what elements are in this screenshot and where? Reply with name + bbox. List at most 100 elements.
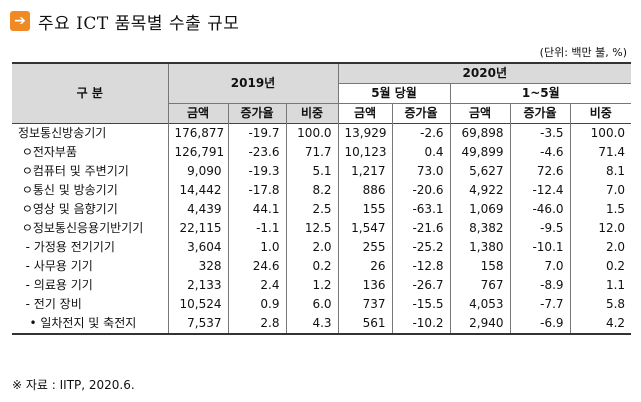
cell-value: 767: [449, 276, 511, 295]
row-label: - 가정용 전기기기: [18, 240, 115, 254]
cell-value: 69,898: [449, 123, 511, 143]
cell-value: -10.2: [391, 314, 451, 335]
cell-value: -2.6: [391, 123, 451, 143]
cell-value: 737: [337, 295, 393, 314]
cell-value: 5.1: [285, 162, 339, 181]
cell-value: -17.8: [227, 181, 286, 200]
cell-value: 9,090: [167, 162, 228, 181]
cell-value: -12.4: [509, 181, 571, 200]
cell-value: 10,524: [167, 295, 228, 314]
cell-value: 5,627: [449, 162, 511, 181]
cell-value: 1.0: [227, 238, 286, 257]
cell-value: 24.6: [227, 257, 286, 276]
cell-value: 1,380: [449, 238, 511, 257]
cell-value: 100.0: [569, 123, 632, 143]
cell-value: 1,069: [449, 200, 511, 219]
header-jan-may: 1~5월: [449, 83, 632, 104]
cell-value: 155: [337, 200, 393, 219]
table-row: ㅇ통신 및 방송기기 14,442 -17.8 8.2 886 -20.6 4,922 -12…: [12, 181, 632, 200]
cell-value: 2.8: [227, 314, 286, 335]
col-amount: 금액: [337, 103, 393, 124]
cell-value: 7,537: [167, 314, 228, 335]
export-table: 구 분 2019년 2020년 5월 당월 1~5월 금액 증가율 비중 금액 …: [12, 62, 632, 335]
col-growth: 증가율: [227, 103, 286, 124]
page-title: 주요 ICT 품목별 수출 규모: [38, 13, 240, 34]
cell-value: -46.0: [509, 200, 571, 219]
col-amount: 금액: [449, 103, 511, 124]
cell-value: 71.4: [569, 143, 632, 162]
cell-value: 8,382: [449, 219, 511, 238]
cell-value: -12.8: [391, 257, 451, 276]
cell-value: 3,604: [167, 238, 228, 257]
cell-value: 6.0: [285, 295, 339, 314]
cell-value: 0.9: [227, 295, 286, 314]
cell-value: 2.5: [285, 200, 339, 219]
cell-value: 561: [337, 314, 393, 335]
cell-value: 4.3: [285, 314, 339, 335]
cell-value: 255: [337, 238, 393, 257]
cell-value: 73.0: [391, 162, 451, 181]
cell-value: 72.6: [509, 162, 571, 181]
cell-value: 126,791: [167, 143, 228, 162]
table-row: - 가정용 전기기기 3,604 1.0 2.0 255 -25.2 1,380 -10.1 2…: [12, 238, 632, 257]
cell-value: -63.1: [391, 200, 451, 219]
cell-value: 8.2: [285, 181, 339, 200]
source-note: ※ 자료 : IITP, 2020.6.: [12, 378, 135, 392]
table-body: 정보통신방송기기 176,877 -19.7 100.0 13,929 -2.6 69,89…: [12, 123, 632, 335]
col-share: 비중: [569, 103, 632, 124]
title-bar: ➔ 주요 ICT 품목별 수출 규모: [10, 8, 239, 34]
row-label: - 전기 장비: [18, 297, 82, 311]
cell-value: 158: [449, 257, 511, 276]
cell-value: -3.5: [509, 123, 571, 143]
cell-value: 7.0: [569, 181, 632, 200]
cell-value: -19.7: [227, 123, 286, 143]
col-growth: 증가율: [391, 103, 451, 124]
cell-value: -19.3: [227, 162, 286, 181]
unit-note: (단위: 백만 불, %): [539, 46, 627, 59]
cell-value: 12.5: [285, 219, 339, 238]
table-row: - 사무용 기기 328 24.6 0.2 26 -12.8 158 7.0 0.2: [12, 257, 632, 276]
row-label: • 일차전지 및 축전지: [12, 314, 168, 335]
header-may: 5월 당월: [337, 83, 451, 104]
cell-value: 14,442: [167, 181, 228, 200]
cell-value: 0.2: [569, 257, 632, 276]
cell-value: 4.2: [569, 314, 632, 335]
table-row: ㅇ영상 및 음향기기 4,439 44.1 2.5 155 -63.1 1,069 -46.0…: [12, 200, 632, 219]
cell-value: 1.2: [285, 276, 339, 295]
cell-value: 49,899: [449, 143, 511, 162]
cell-value: -8.9: [509, 276, 571, 295]
row-label: ㅇ통신 및 방송기기: [18, 183, 118, 197]
cell-value: -26.7: [391, 276, 451, 295]
cell-value: -23.6: [227, 143, 286, 162]
cell-value: 100.0: [285, 123, 339, 143]
table-row: ㅇ전자부품 126,791 -23.6 71.7 10,123 0.4 49,899 -4.6…: [12, 143, 632, 162]
table-row: - 전기 장비 10,524 0.9 6.0 737 -15.5 4,053 -7.7 5.8: [12, 295, 632, 314]
header-category: 구 분: [12, 62, 168, 124]
row-label: - 의료용 기기: [18, 278, 93, 292]
cell-value: -25.2: [391, 238, 451, 257]
cell-value: 26: [337, 257, 393, 276]
cell-value: 2.0: [569, 238, 632, 257]
header-year-2019: 2019년: [167, 62, 339, 104]
cell-value: 2.0: [285, 238, 339, 257]
cell-value: -6.9: [509, 314, 571, 335]
row-label: ㅇ정보통신응용기반기기: [18, 221, 144, 235]
cell-value: 8.1: [569, 162, 632, 181]
cell-value: 2.4: [227, 276, 286, 295]
cell-value: 4,922: [449, 181, 511, 200]
cell-value: 2,940: [449, 314, 511, 335]
cell-value: 71.7: [285, 143, 339, 162]
cell-value: 328: [167, 257, 228, 276]
cell-value: -10.1: [509, 238, 571, 257]
cell-value: 886: [337, 181, 393, 200]
col-amount: 금액: [167, 103, 228, 124]
table-row: • 일차전지 및 축전지 7,537 2.8 4.3 561 -10.2 2,940 -6.9…: [12, 314, 632, 335]
cell-value: -20.6: [391, 181, 451, 200]
cell-value: -9.5: [509, 219, 571, 238]
cell-value: 5.8: [569, 295, 632, 314]
cell-value: 176,877: [167, 123, 228, 143]
cell-value: 1.5: [569, 200, 632, 219]
cell-value: 136: [337, 276, 393, 295]
col-growth: 증가율: [509, 103, 571, 124]
cell-value: 22,115: [167, 219, 228, 238]
